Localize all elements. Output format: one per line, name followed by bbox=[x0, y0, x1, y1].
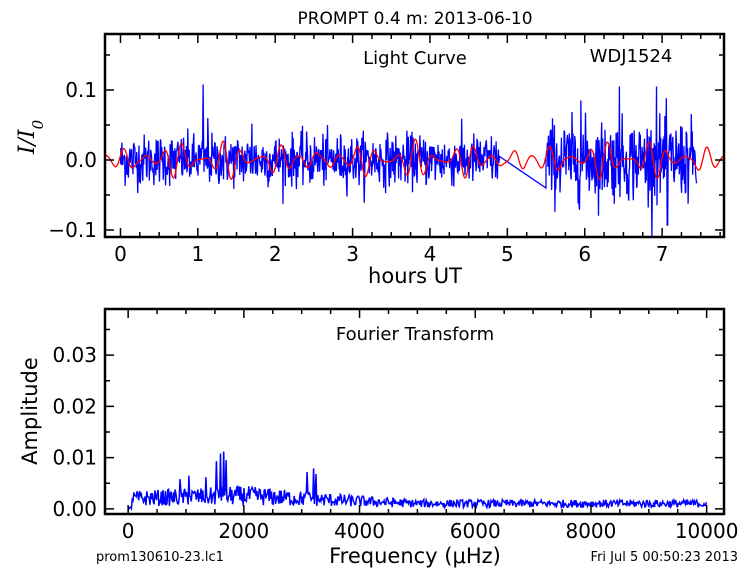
lc-x-tick-label: 7 bbox=[656, 242, 669, 266]
lc-y-tick-label: 0.1 bbox=[65, 78, 97, 102]
ft-x-tick-label: 0 bbox=[122, 519, 135, 543]
ft-y-tick-label: 0.01 bbox=[52, 446, 97, 470]
ft-x-tick-label: 6000 bbox=[450, 519, 501, 543]
light-curve-ticks: 0 1 2 3 4 5 6 7 −0.1 0.0 0.1 bbox=[48, 34, 724, 266]
light-curve-model-line bbox=[105, 138, 724, 180]
fourier-annotation: Fourier Transform bbox=[336, 324, 494, 345]
ft-x-tick-label: 8000 bbox=[565, 519, 616, 543]
fourier-plot-area bbox=[127, 451, 708, 512]
fourier-xlabel: Frequency (μHz) bbox=[329, 544, 501, 568]
light-curve-ylabel: I/I0 bbox=[15, 119, 47, 155]
fourier-frame bbox=[103, 307, 726, 516]
ft-x-tick-label: 10000 bbox=[675, 519, 739, 543]
lc-x-tick-label: 2 bbox=[269, 242, 282, 266]
lc-y-tick-label: 0.0 bbox=[65, 148, 97, 172]
ft-x-tick-label: 2000 bbox=[218, 519, 269, 543]
footer-filename: prom130610-23.lc1 bbox=[96, 550, 224, 565]
light-curve-frame bbox=[103, 32, 726, 239]
lc-x-tick-label: 5 bbox=[501, 242, 514, 266]
light-curve-plot-area bbox=[105, 84, 724, 237]
lc-x-tick-label: 4 bbox=[424, 242, 437, 266]
light-curve-xlabel: hours UT bbox=[368, 264, 462, 288]
lc-x-tick-label: 1 bbox=[191, 242, 204, 266]
fourier-ylabel: Amplitude bbox=[18, 357, 42, 465]
light-curve-annotation: Light Curve bbox=[363, 48, 467, 69]
lc-x-tick-label: 3 bbox=[346, 242, 359, 266]
fourier-panel: 0 2000 4000 6000 8000 10000 0.00 0.01 0.02 0.03 F… bbox=[18, 307, 738, 568]
lc-x-tick-label: 0 bbox=[114, 242, 127, 266]
ft-x-tick-label: 4000 bbox=[334, 519, 385, 543]
fourier-amplitude-line bbox=[127, 451, 708, 512]
fourier-ticks: 0 2000 4000 6000 8000 10000 0.00 0.01 0.02 0.03 bbox=[52, 309, 738, 543]
light-curve-panel: 0 1 2 3 4 5 6 7 −0.1 0.0 0.1 Light Curve WDJ1524 h… bbox=[15, 32, 726, 288]
lc-y-tick-label: −0.1 bbox=[48, 218, 97, 242]
object-name-annotation: WDJ1524 bbox=[590, 46, 673, 67]
ft-y-tick-label: 0.02 bbox=[52, 394, 97, 418]
lc-x-tick-label: 6 bbox=[578, 242, 591, 266]
footer-timestamp: Fri Jul 5 00:50:23 2013 bbox=[591, 550, 738, 565]
figure-title: PROMPT 0.4 m: 2013-06-10 bbox=[297, 9, 532, 29]
light-curve-data-line bbox=[119, 84, 698, 237]
ft-y-tick-label: 0.00 bbox=[52, 497, 97, 521]
ft-y-tick-label: 0.03 bbox=[52, 343, 97, 367]
